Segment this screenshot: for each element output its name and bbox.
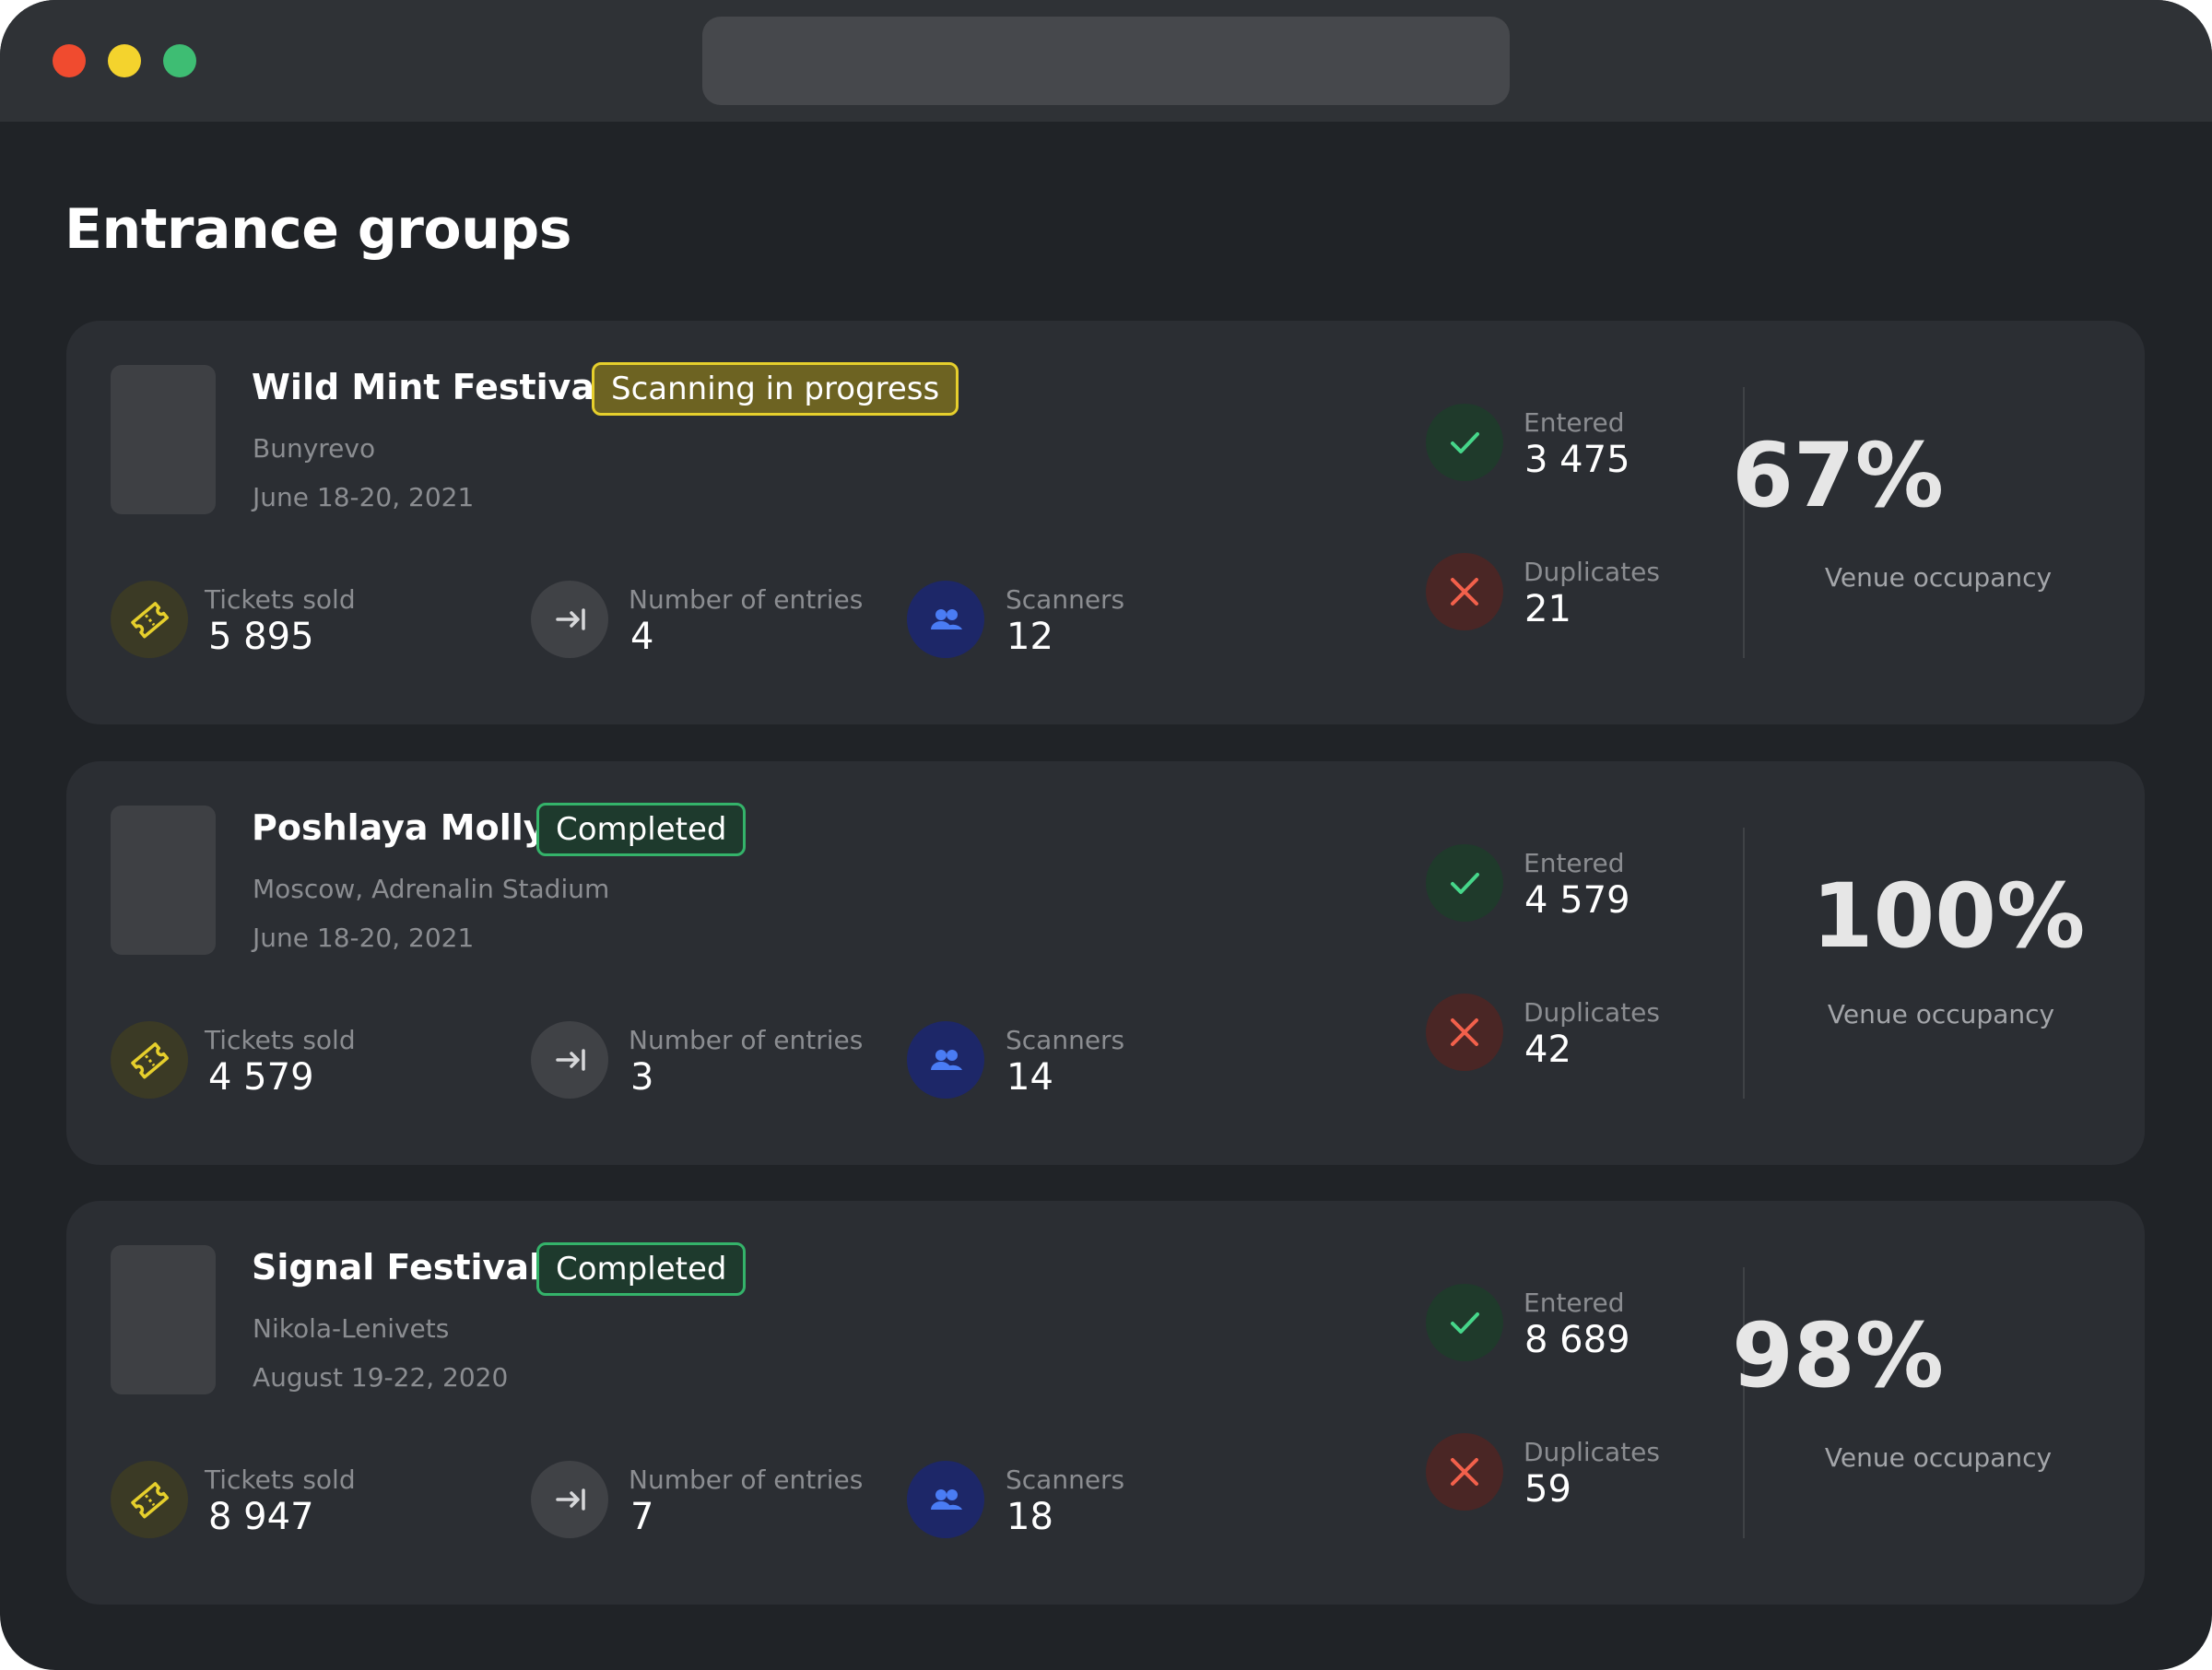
close-icon [1426, 994, 1503, 1071]
check-icon [1426, 1284, 1503, 1361]
tickets-sold-label: Tickets sold [205, 1025, 356, 1055]
event-venue: Nikola-Lenivets [253, 1313, 450, 1344]
venue-occupancy-value: 100% [1811, 864, 2086, 968]
event-dates: August 19-22, 2020 [253, 1362, 509, 1393]
scanners-value: 18 [1006, 1496, 1053, 1538]
duplicates-value: 42 [1524, 1029, 1571, 1071]
venue-occupancy-label: Venue occupancy [1824, 562, 2053, 593]
duplicates-value: 59 [1524, 1468, 1571, 1511]
arrow-to-line-icon [531, 581, 608, 658]
ticket-icon [111, 581, 188, 658]
entrance-group-card[interactable]: Wild Mint Festival Scanning in progress … [66, 321, 2145, 724]
entered-value: 3 475 [1524, 439, 1630, 481]
event-name[interactable]: Signal Festival [252, 1247, 541, 1288]
status-badge: Completed [536, 803, 747, 856]
ticket-icon [111, 1461, 188, 1538]
event-thumbnail [111, 1245, 216, 1394]
close-icon [1426, 1433, 1503, 1511]
number-of-entries-label: Number of entries [629, 1464, 864, 1495]
duplicates-label: Duplicates [1524, 1437, 1660, 1467]
event-venue: Moscow, Adrenalin Stadium [253, 874, 610, 904]
duplicates-value: 21 [1524, 588, 1571, 630]
users-icon [907, 1461, 984, 1538]
status-badge: Completed [536, 1242, 747, 1296]
close-icon [1426, 553, 1503, 630]
duplicates-label: Duplicates [1524, 997, 1660, 1028]
title-bar [0, 0, 2212, 122]
number-of-entries-label: Number of entries [629, 1025, 864, 1055]
entered-label: Entered [1524, 407, 1625, 438]
tickets-sold-value: 4 579 [208, 1056, 314, 1099]
duplicates-label: Duplicates [1524, 557, 1660, 587]
scanners-value: 12 [1006, 616, 1053, 658]
tickets-sold-label: Tickets sold [205, 584, 356, 615]
users-icon [907, 581, 984, 658]
event-name[interactable]: Wild Mint Festival [252, 367, 607, 407]
event-venue: Bunyrevo [253, 433, 376, 464]
event-thumbnail [111, 365, 216, 514]
ticket-icon [111, 1021, 188, 1099]
venue-occupancy-value: 98% [1732, 1304, 1944, 1407]
entrance-group-card[interactable]: Poshlaya Molly Completed Moscow, Adrenal… [66, 761, 2145, 1165]
check-icon [1426, 404, 1503, 481]
scanners-label: Scanners [1006, 1464, 1125, 1495]
tickets-sold-label: Tickets sold [205, 1464, 356, 1495]
venue-occupancy-label: Venue occupancy [1827, 999, 2055, 1029]
maximize-window-button[interactable] [163, 44, 196, 77]
status-badge: Scanning in progress [592, 362, 959, 416]
tickets-sold-value: 8 947 [208, 1496, 314, 1538]
number-of-entries-value: 7 [630, 1496, 654, 1538]
scanners-label: Scanners [1006, 584, 1125, 615]
entered-value: 4 579 [1524, 879, 1630, 922]
scanners-value: 14 [1006, 1056, 1053, 1099]
event-name[interactable]: Poshlaya Molly [252, 807, 547, 848]
event-dates: June 18-20, 2021 [253, 482, 475, 512]
number-of-entries-label: Number of entries [629, 584, 864, 615]
minimize-window-button[interactable] [108, 44, 141, 77]
users-icon [907, 1021, 984, 1099]
address-bar[interactable] [702, 17, 1510, 105]
tickets-sold-value: 5 895 [208, 616, 314, 658]
number-of-entries-value: 3 [630, 1056, 654, 1099]
venue-occupancy-value: 67% [1732, 424, 1944, 527]
entrance-group-card[interactable]: Signal Festival Completed Nikola-Lenivet… [66, 1201, 2145, 1605]
arrow-to-line-icon [531, 1461, 608, 1538]
entered-label: Entered [1524, 848, 1625, 878]
event-dates: June 18-20, 2021 [253, 923, 475, 953]
close-window-button[interactable] [53, 44, 86, 77]
divider [1743, 387, 1745, 658]
entered-value: 8 689 [1524, 1319, 1630, 1361]
number-of-entries-value: 4 [630, 616, 654, 658]
scanners-label: Scanners [1006, 1025, 1125, 1055]
page-title: Entrance groups [65, 197, 571, 262]
venue-occupancy-label: Venue occupancy [1824, 1442, 2053, 1473]
event-thumbnail [111, 806, 216, 955]
check-icon [1426, 844, 1503, 922]
arrow-to-line-icon [531, 1021, 608, 1099]
entered-label: Entered [1524, 1288, 1625, 1318]
divider [1743, 1267, 1745, 1538]
divider [1743, 828, 1745, 1099]
